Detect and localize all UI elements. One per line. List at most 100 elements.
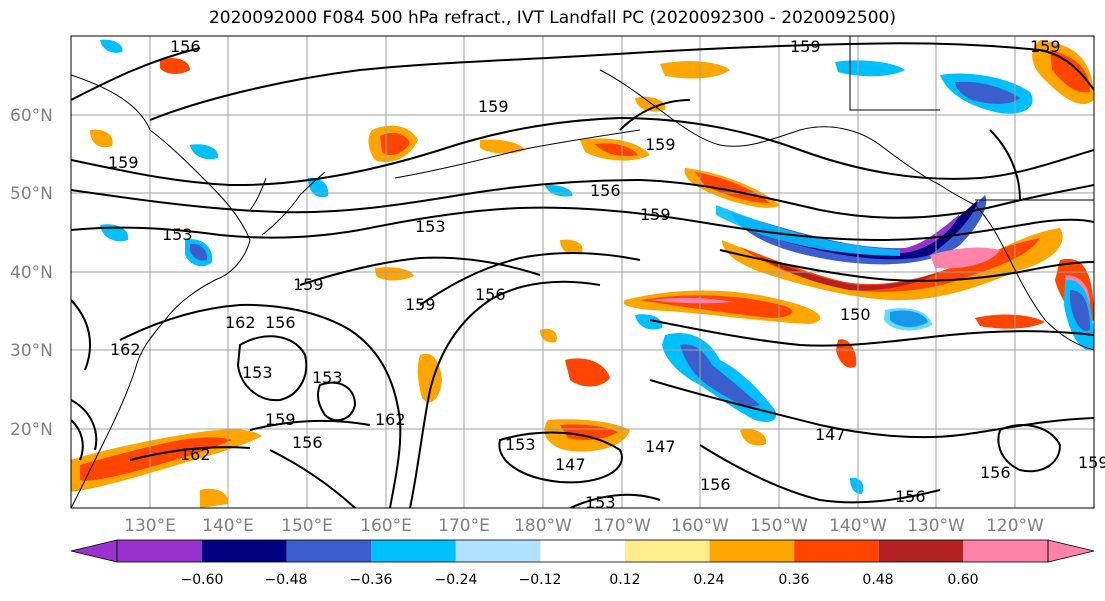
contour-label: 162 (180, 445, 211, 464)
contour-153-low-2 (316, 381, 357, 422)
colorbar-segment (625, 540, 710, 562)
lat-label: 40°N (10, 263, 53, 283)
contour-label: 156 (292, 433, 323, 452)
contour-label: 153 (505, 435, 536, 454)
contour-label: 156 (700, 475, 731, 494)
asia-coastline (71, 74, 251, 508)
colorbar-segment (794, 540, 879, 562)
lon-label: 130°E (124, 516, 176, 536)
lon-label: 120°W (986, 516, 1044, 536)
contour-156-hi-east (997, 424, 1062, 473)
contour-159-southwest (299, 256, 541, 286)
contour-159-mid (71, 116, 1094, 187)
contour-label: 153 (242, 363, 273, 382)
contour-159-north (149, 42, 1094, 121)
contour-label: 159 (1078, 453, 1105, 472)
colorbar (70, 539, 1095, 563)
contour-label: 162 (225, 313, 256, 332)
colorbar-segment (455, 540, 541, 562)
contour-label: 159 (108, 153, 139, 172)
colorbar-tick-label: 0.24 (693, 572, 724, 588)
lon-label: 140°E (202, 516, 254, 536)
contour-label: 162 (110, 340, 141, 359)
contour-150-westcoast (71, 299, 92, 371)
contour-label: 159 (405, 295, 436, 314)
contour-label: 153 (312, 368, 343, 387)
contour-159-alaska (619, 99, 691, 131)
aleutian-chain (394, 129, 641, 179)
contour-label: 159 (265, 410, 296, 429)
colorbar-segment (963, 540, 1048, 562)
contour-159-ne (989, 129, 1021, 201)
colorbar-tick-labels: −0.60 −0.48 −0.36 −0.24 −0.12 0.12 0.24 … (181, 572, 979, 588)
contour-label: 156 (895, 487, 926, 506)
contour-label: 159 (640, 205, 671, 224)
contour-153-mid (71, 206, 1094, 242)
contour-label: 159 (293, 275, 324, 294)
lon-label: 130°W (907, 516, 965, 536)
contour-label: 162 (375, 410, 406, 429)
latitude-labels: 60°N 50°N 40°N 30°N 20°N (10, 106, 53, 440)
lon-label: 180°W (514, 516, 572, 536)
colorbar-segment (878, 540, 963, 562)
colorbar-tick-label: −0.60 (181, 572, 224, 588)
colorbar-extend-high (1047, 539, 1095, 563)
lon-label: 150°E (281, 516, 333, 536)
shaded-anomaly-layer (71, 39, 1094, 508)
lon-label: 160°E (360, 516, 412, 536)
contour-label: 159 (1030, 37, 1061, 56)
lon-label: 150°W (750, 516, 808, 536)
contour-label: 159 (478, 97, 509, 116)
contour-label: 153 (415, 217, 446, 236)
contour-162-inner (409, 280, 601, 508)
colorbar-segment (286, 540, 372, 562)
lon-label: 140°W (829, 516, 887, 536)
contour-sw-rings (71, 399, 98, 461)
contour-label: 156 (170, 37, 201, 56)
colorbar-tick-label: 0.48 (862, 572, 893, 588)
colorbar-tick-label: 0.12 (609, 572, 640, 588)
colorbar-tick-label: −0.24 (435, 572, 478, 588)
lon-label: 160°W (671, 516, 729, 536)
lat-label: 30°N (10, 341, 53, 361)
contour-153-bottom (569, 493, 661, 508)
colorbar-tick-label: −0.12 (519, 572, 562, 588)
colorbar-tick-label: −0.48 (265, 572, 308, 588)
contour-label: 147 (645, 437, 676, 456)
lon-label: 170°W (593, 516, 651, 536)
contour-label: 156 (475, 285, 506, 304)
contour-label: 153 (585, 493, 616, 512)
contour-150-east (719, 249, 1094, 282)
lon-label: 170°E (438, 516, 490, 536)
canada-border (849, 36, 1094, 201)
lat-label: 60°N (10, 106, 53, 126)
contour-labels: 156 159 159 159 156 159 153 153 159 159 … (108, 37, 1105, 512)
contour-153-east (649, 319, 1094, 347)
map-title: 2020092000 F084 500 hPa refract., IVT La… (208, 8, 896, 28)
contour-label: 147 (815, 425, 846, 444)
contour-156-southwest (419, 251, 641, 306)
colorbar-outline (116, 539, 1049, 563)
colorbar-tick-label: −0.36 (350, 572, 393, 588)
map-border (70, 35, 1095, 509)
contour-label: 159 (645, 135, 676, 154)
lat-label: 50°N (10, 184, 53, 204)
alaska-coastline (599, 69, 976, 206)
contour-156-bottom (269, 449, 356, 508)
contour-label: 156 (265, 313, 296, 332)
colorbar-segment (709, 540, 795, 562)
contour-153-low (236, 335, 308, 402)
colorbar-segment (371, 540, 456, 562)
contour-label: 150 (840, 305, 871, 324)
colorbar-segment (202, 540, 287, 562)
contour-156-north (71, 47, 201, 101)
contour-label: 159 (790, 37, 821, 56)
contour-156-east (699, 444, 941, 504)
positive-anomaly-band (722, 228, 1063, 301)
coastlines (71, 36, 1094, 508)
contour-label: 156 (590, 181, 621, 200)
contour-162-bottom (129, 446, 251, 461)
height-contours (71, 42, 1094, 508)
contour-label: 156 (980, 463, 1011, 482)
